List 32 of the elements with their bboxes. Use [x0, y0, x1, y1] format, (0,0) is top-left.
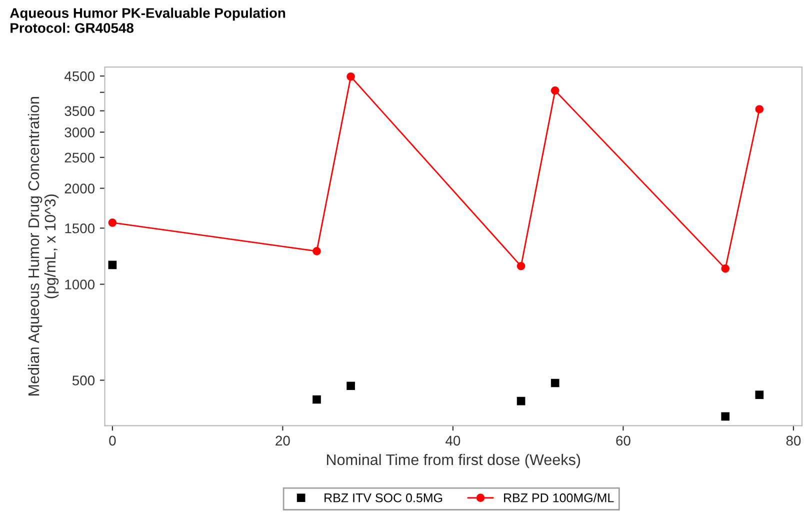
point: [755, 390, 764, 399]
legend-label: RBZ PD 100MG/ML: [504, 493, 614, 502]
y-tick-label: 3500: [64, 106, 95, 116]
point: [721, 412, 730, 421]
point: [516, 262, 526, 270]
point: [516, 396, 526, 406]
point: [346, 72, 355, 81]
chart-title: Aqueous Humor PK-Evaluable Population Protocol: GR40548: [10, 8, 286, 33]
point: [312, 246, 321, 256]
y-tick-label: 2000: [64, 184, 95, 194]
point: [108, 260, 117, 270]
point: [108, 218, 117, 227]
x-axis-title: Nominal Time from first dose (Weeks): [327, 454, 580, 468]
x-tick-label: 60: [616, 436, 630, 446]
point: [550, 86, 560, 95]
y-axis-title: Median Aqueous Humor Drug Concentration (pg/mL, x 10^3): [28, 97, 59, 396]
x-tick-label: 0: [109, 436, 116, 446]
legend-label: RBZ ITV SOC 0.5MG: [324, 493, 442, 502]
point: [550, 378, 560, 388]
y-tick-label: 500: [72, 376, 95, 386]
y-tick-label: 3000: [64, 127, 95, 138]
point: [346, 382, 355, 390]
x-tick-label: 20: [276, 436, 290, 446]
y-tick-label: 2500: [64, 152, 95, 163]
y-tick-label: 1000: [65, 280, 95, 290]
y-tick-label: 1500: [65, 223, 95, 234]
x-tick-label: 40: [446, 436, 460, 446]
y-tick-label: 4500: [64, 71, 95, 82]
x-tick-label: 80: [786, 436, 801, 446]
point: [755, 105, 764, 114]
point: [721, 264, 730, 273]
point: [312, 395, 321, 404]
